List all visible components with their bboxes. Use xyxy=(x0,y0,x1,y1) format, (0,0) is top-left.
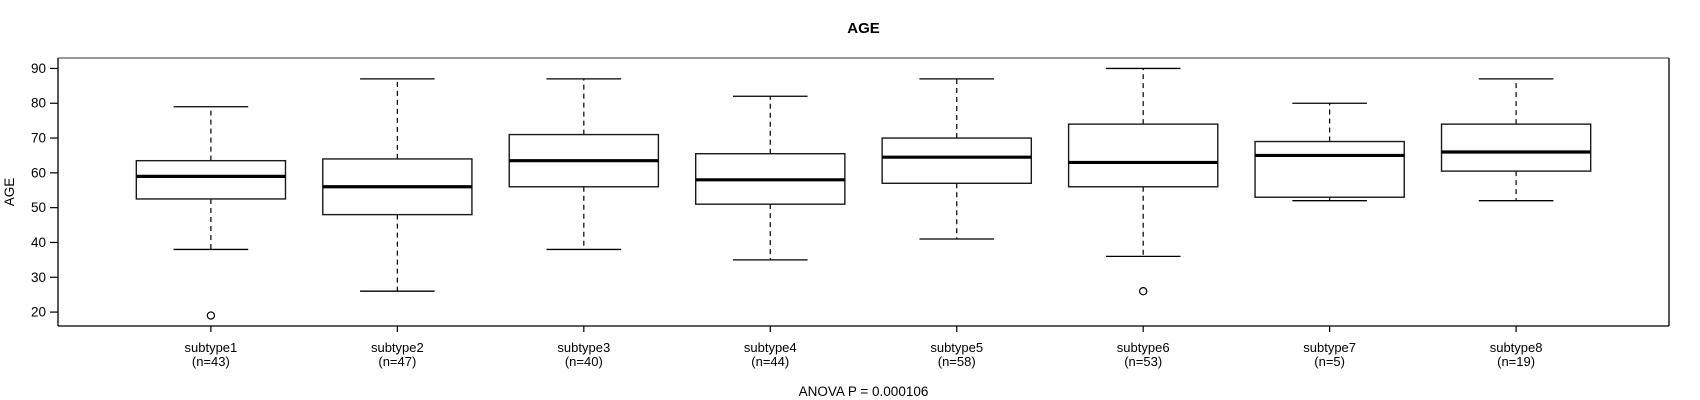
x-label-subtype1: subtype1 xyxy=(185,340,238,355)
n-label-subtype2: (n=47) xyxy=(378,354,416,369)
n-label-subtype3: (n=40) xyxy=(565,354,603,369)
chart-title: AGE xyxy=(847,20,880,37)
n-label-subtype7: (n=5) xyxy=(1314,354,1345,369)
y-tick-label-20: 20 xyxy=(31,305,46,320)
outlier-subtype1-0 xyxy=(206,311,216,320)
y-tick-label-70: 70 xyxy=(31,131,46,146)
plot-area: 2030405060708090subtype1(n=43)subtype2(n… xyxy=(31,57,1670,369)
x-label-subtype3: subtype3 xyxy=(557,340,610,355)
box-subtype6 xyxy=(1067,123,1219,188)
n-label-subtype4: (n=44) xyxy=(751,354,789,369)
x-label-subtype4: subtype4 xyxy=(744,340,797,355)
outlier-subtype6-0 xyxy=(1138,286,1148,296)
y-tick-label-40: 40 xyxy=(31,235,46,250)
n-label-subtype5: (n=58) xyxy=(938,354,976,369)
y-tick-label-50: 50 xyxy=(31,200,46,215)
n-label-subtype8: (n=19) xyxy=(1497,354,1535,369)
x-label-subtype6: subtype6 xyxy=(1117,340,1170,355)
box-subtype8 xyxy=(1440,123,1592,172)
y-tick-label-60: 60 xyxy=(31,165,46,180)
y-tick-label-30: 30 xyxy=(31,270,46,285)
x-label-subtype2: subtype2 xyxy=(371,340,424,355)
n-label-subtype6: (n=53) xyxy=(1124,354,1162,369)
box-subtype1 xyxy=(135,159,287,200)
y-tick-label-80: 80 xyxy=(31,96,46,111)
y-axis-title: AGE xyxy=(2,178,17,207)
x-label-subtype5: subtype5 xyxy=(930,340,983,355)
y-tick-label-90: 90 xyxy=(31,61,46,76)
x-label-subtype7: subtype7 xyxy=(1303,340,1356,355)
box-subtype7 xyxy=(1254,140,1405,198)
anova-footer: ANOVA P = 0.000106 xyxy=(799,384,929,399)
n-label-subtype1: (n=43) xyxy=(192,354,230,369)
x-label-subtype8: subtype8 xyxy=(1490,340,1543,355)
box-subtype5 xyxy=(881,137,1033,184)
